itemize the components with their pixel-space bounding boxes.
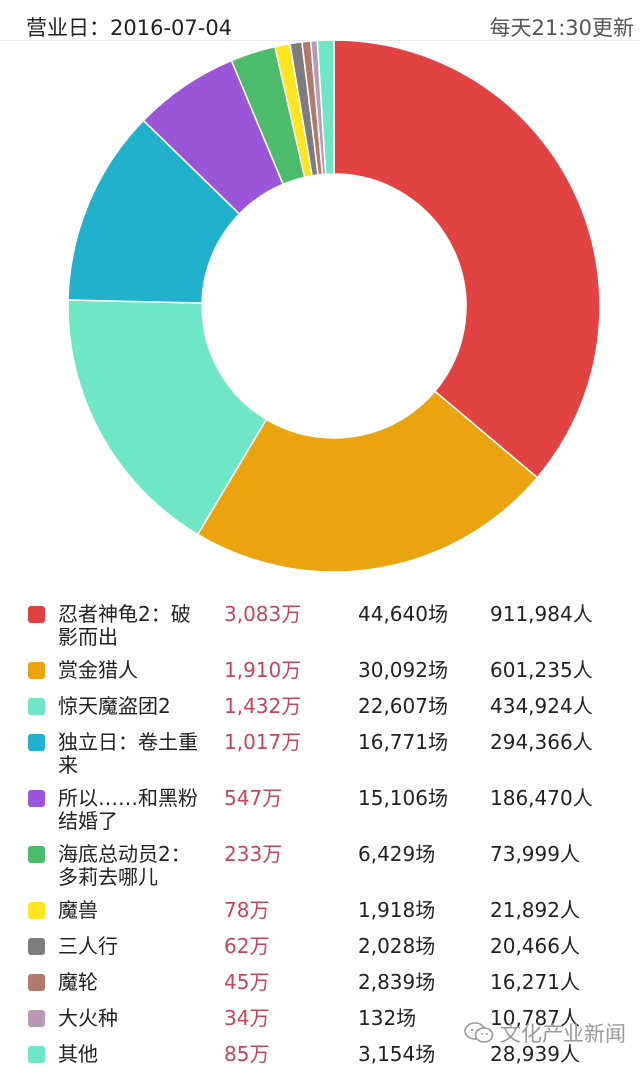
attendance-value: 601,235人 xyxy=(490,658,593,682)
screenings-value: 1,918场 xyxy=(358,898,436,922)
donut-slice-3 xyxy=(67,299,268,536)
update-schedule: 每天21:30更新 xyxy=(489,16,634,40)
attendance-value: 186,470人 xyxy=(490,786,593,810)
screenings-value: 16,771场 xyxy=(358,730,448,754)
attendance-value: 28,939人 xyxy=(490,1042,580,1066)
movie-name: 魔兽 xyxy=(58,898,98,922)
table-row: 忍者神龟2：破影而出 3,083万 44,640场 911,984人 xyxy=(0,603,640,659)
business-date: 营业日：2016-07-04 xyxy=(26,16,233,40)
attendance-value: 434,924人 xyxy=(490,694,593,718)
screenings-value: 15,106场 xyxy=(358,786,448,810)
screenings-value: 30,092场 xyxy=(358,658,448,682)
screenings-value: 2,839场 xyxy=(358,970,436,994)
donut-slice-11 xyxy=(316,39,335,176)
movie-name: 所以……和黑粉结婚了 xyxy=(58,786,198,833)
table-row: 惊天魔盗团2 1,432万 22,607场 434,924人 xyxy=(0,695,640,731)
screenings-value: 44,640场 xyxy=(358,602,448,626)
box-office-value: 1,432万 xyxy=(224,694,302,718)
table-row: 独立日：卷土重来 1,017万 16,771场 294,366人 xyxy=(0,731,640,787)
screenings-value: 2,028场 xyxy=(358,934,436,958)
donut-slice-1 xyxy=(333,39,601,479)
box-office-value: 62万 xyxy=(224,934,270,958)
screenings-value: 132场 xyxy=(358,1006,417,1030)
attendance-value: 294,366人 xyxy=(490,730,593,754)
donut-slice-2 xyxy=(196,390,539,573)
table-row: 赏金猎人 1,910万 30,092场 601,235人 xyxy=(0,659,640,695)
table-row: 三人行 62万 2,028场 20,466人 xyxy=(0,935,640,971)
attendance-value: 911,984人 xyxy=(490,602,593,626)
attendance-value: 73,999人 xyxy=(490,842,580,866)
legend-swatch xyxy=(28,790,45,807)
box-office-donut-chart xyxy=(67,39,601,573)
box-office-value: 34万 xyxy=(224,1006,270,1030)
legend-swatch xyxy=(28,698,45,715)
box-office-value: 547万 xyxy=(224,786,283,810)
legend-swatch xyxy=(28,974,45,991)
movie-name: 海底总动员2：多莉去哪儿 xyxy=(58,842,191,889)
attendance-value: 10,787人 xyxy=(490,1006,580,1030)
header-bar: 营业日：2016-07-04 每天21:30更新 xyxy=(0,0,640,48)
movie-name: 三人行 xyxy=(58,934,118,958)
screenings-value: 6,429场 xyxy=(358,842,436,866)
watermark: 文化产业新闻 xyxy=(464,1018,626,1048)
table-row: 其他 85万 3,154场 28,939人 xyxy=(0,1043,640,1079)
movie-name: 赏金猎人 xyxy=(58,658,138,682)
movie-name: 大火种 xyxy=(58,1006,118,1030)
legend-swatch xyxy=(28,846,45,863)
legend-swatch xyxy=(28,938,45,955)
movie-name: 其他 xyxy=(58,1042,98,1066)
screenings-value: 3,154场 xyxy=(358,1042,436,1066)
watermark-text: 文化产业新闻 xyxy=(500,1022,626,1046)
box-office-value: 1,910万 xyxy=(224,658,302,682)
movie-name: 惊天魔盗团2 xyxy=(58,694,171,718)
movie-name: 忍者神龟2：破影而出 xyxy=(58,602,191,649)
attendance-value: 21,892人 xyxy=(490,898,580,922)
box-office-value: 45万 xyxy=(224,970,270,994)
legend-swatch xyxy=(28,902,45,919)
table-row: 魔轮 45万 2,839场 16,271人 xyxy=(0,971,640,1007)
table-row: 大火种 34万 132场 10,787人 xyxy=(0,1007,640,1043)
box-office-value: 1,017万 xyxy=(224,730,302,754)
legend-swatch xyxy=(28,662,45,679)
wechat-icon xyxy=(464,1022,494,1044)
attendance-value: 20,466人 xyxy=(490,934,580,958)
movie-name: 独立日：卷土重来 xyxy=(58,730,198,777)
legend-swatch xyxy=(28,1046,45,1063)
box-office-value: 78万 xyxy=(224,898,270,922)
screenings-value: 22,607场 xyxy=(358,694,448,718)
box-office-value: 85万 xyxy=(224,1042,270,1066)
box-office-value: 233万 xyxy=(224,842,283,866)
table-row: 海底总动员2：多莉去哪儿 233万 6,429场 73,999人 xyxy=(0,843,640,899)
legend-swatch xyxy=(28,606,45,623)
legend-swatch xyxy=(28,1010,45,1027)
movie-name: 魔轮 xyxy=(58,970,98,994)
box-office-value: 3,083万 xyxy=(224,602,302,626)
legend-swatch xyxy=(28,734,45,751)
table-row: 魔兽 78万 1,918场 21,892人 xyxy=(0,899,640,935)
table-row: 所以……和黑粉结婚了 547万 15,106场 186,470人 xyxy=(0,787,640,843)
attendance-value: 16,271人 xyxy=(490,970,580,994)
